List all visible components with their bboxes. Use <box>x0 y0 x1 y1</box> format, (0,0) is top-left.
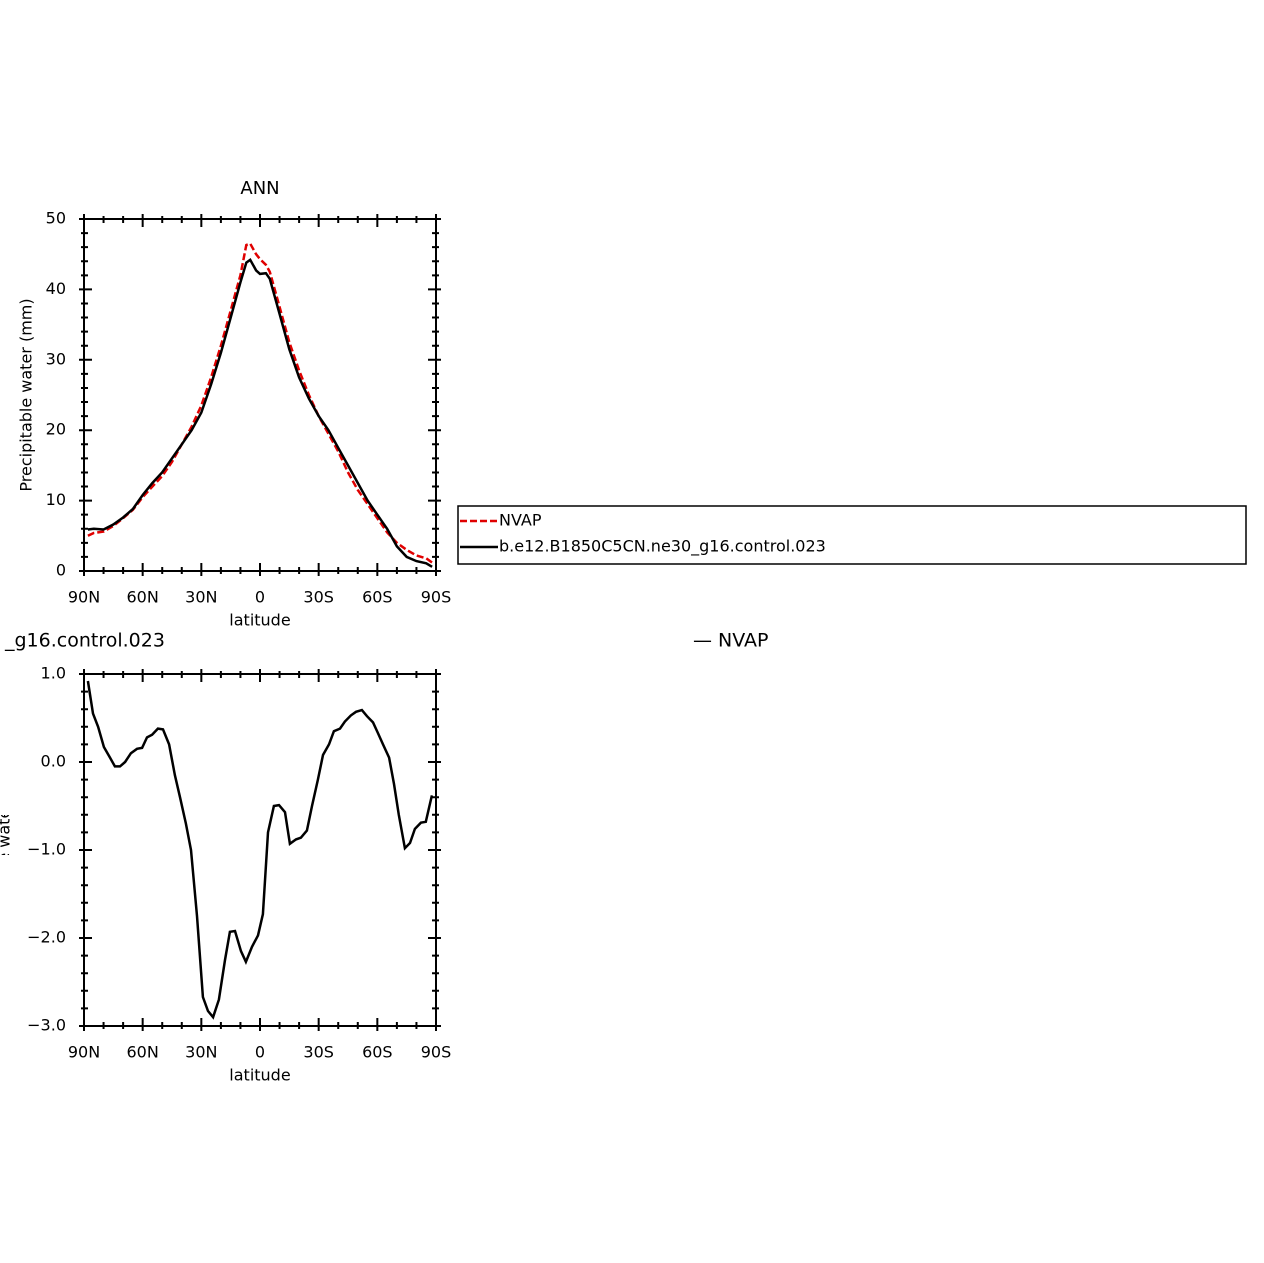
x-tick-label: 30S <box>303 588 334 607</box>
y-tick-label: 30 <box>46 349 66 368</box>
y-tick-label: 20 <box>46 420 66 439</box>
x-tick-label: 30N <box>185 588 217 607</box>
x-tick-label: 60N <box>127 1043 159 1062</box>
data-line <box>87 242 433 564</box>
x-tick-label: 0 <box>255 588 265 607</box>
x-tick-label: 0 <box>255 1043 265 1062</box>
y-axis-label: Precipitable water (mm) <box>0 753 14 946</box>
x-tick-label: 90S <box>421 588 452 607</box>
y-tick-label: 50 <box>46 209 66 228</box>
x-tick-label: 90S <box>421 1043 452 1062</box>
legend-label: NVAP <box>499 511 542 530</box>
y-tick-label: −3.0 <box>27 1016 66 1035</box>
x-tick-label: 30N <box>185 1043 217 1062</box>
chart-title: — NVAP <box>693 630 769 652</box>
y-tick-label: 0 <box>56 561 66 580</box>
x-axis-label: latitude <box>229 1066 290 1085</box>
x-tick-label: 90N <box>68 1043 100 1062</box>
y-tick-label: 1.0 <box>41 664 66 683</box>
legend-box <box>457 505 1247 565</box>
x-axis-label: latitude <box>229 611 290 630</box>
plot-frame <box>83 673 437 1027</box>
legend-label: b.e12.B1850C5CN.ne30_g16.control.023 <box>499 537 826 557</box>
y-tick-label: 10 <box>46 490 66 509</box>
y-tick-label: −2.0 <box>27 928 66 947</box>
y-tick-label: −1.0 <box>27 840 66 859</box>
chart-title: ANN <box>240 178 279 199</box>
x-tick-label: 30S <box>303 1043 334 1062</box>
x-tick-label: 60S <box>362 588 393 607</box>
data-line <box>86 680 434 1020</box>
x-tick-label: 60N <box>127 588 159 607</box>
chart-title: _g16.control.023 <box>4 630 165 652</box>
x-tick-label: 90N <box>68 588 100 607</box>
y-axis-label: Precipitable water (mm) <box>17 298 36 491</box>
y-tick-label: 40 <box>46 279 66 298</box>
data-line <box>87 257 433 568</box>
x-tick-label: 60S <box>362 1043 393 1062</box>
y-tick-label: 0.0 <box>41 752 66 771</box>
plot-frame <box>83 218 437 572</box>
